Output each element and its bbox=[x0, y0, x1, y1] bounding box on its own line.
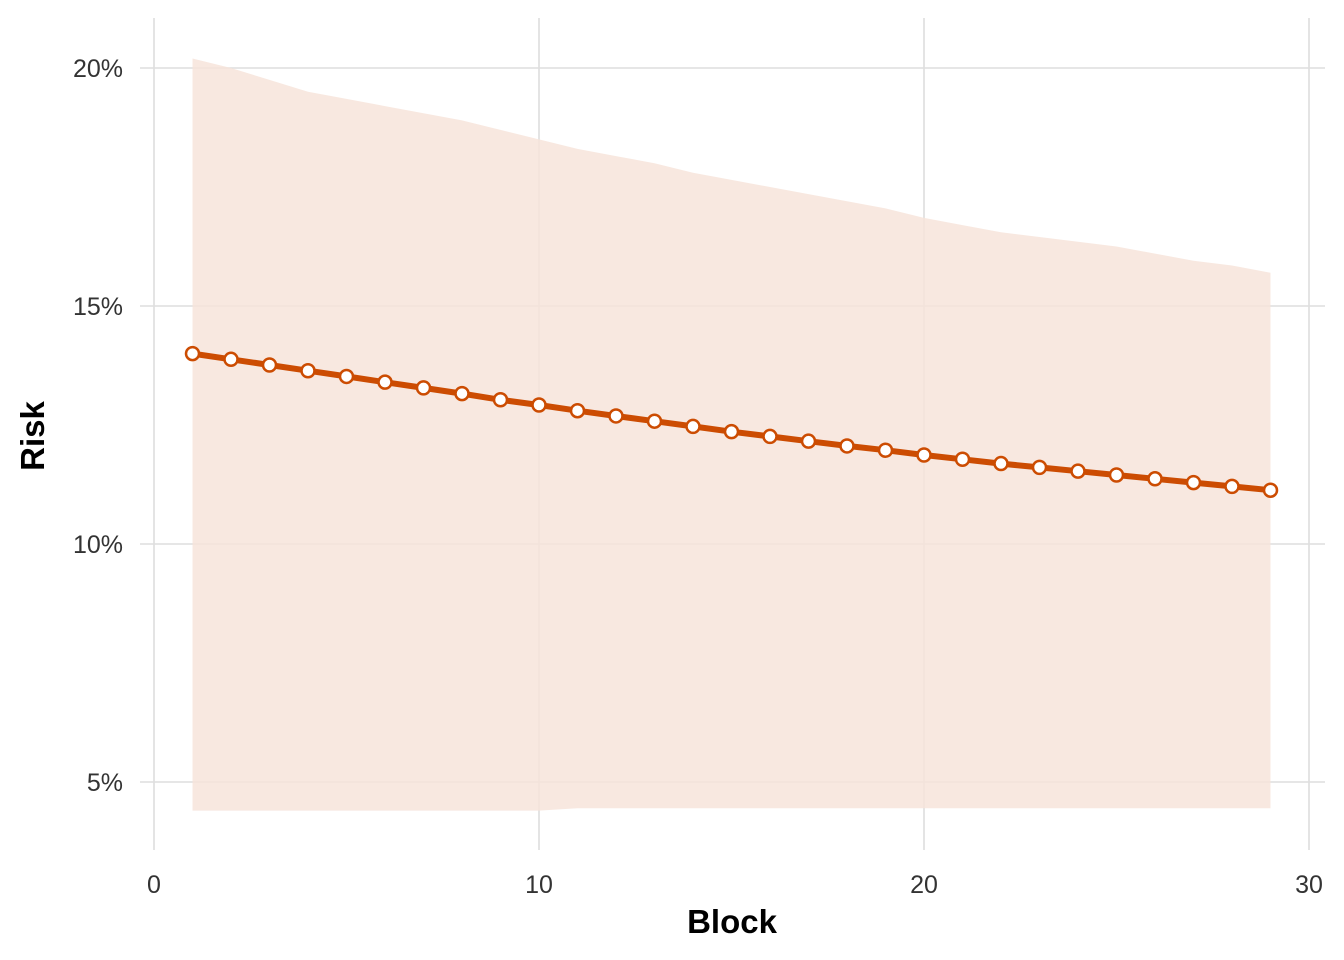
data-point bbox=[1031, 459, 1048, 476]
y-tick-label: 5% bbox=[87, 769, 123, 797]
y-tick-label: 15% bbox=[73, 293, 123, 321]
data-point bbox=[993, 455, 1009, 472]
data-point bbox=[415, 380, 432, 396]
x-tick-label: 20 bbox=[910, 871, 938, 899]
data-point bbox=[300, 362, 316, 379]
data-point bbox=[531, 397, 547, 413]
data-point bbox=[839, 438, 855, 454]
data-point bbox=[723, 423, 740, 440]
data-point bbox=[261, 357, 278, 373]
data-point bbox=[454, 385, 470, 402]
x-axis-title: Block bbox=[687, 903, 778, 940]
data-point bbox=[184, 345, 201, 362]
y-tick-label: 10% bbox=[73, 531, 123, 559]
data-point bbox=[800, 433, 817, 449]
data-point bbox=[569, 402, 586, 419]
data-point bbox=[954, 451, 971, 468]
data-point bbox=[1224, 478, 1240, 495]
x-tick-labels: 0 10 20 30 bbox=[147, 871, 1323, 899]
data-points bbox=[184, 345, 1279, 498]
data-point bbox=[1108, 467, 1125, 483]
data-point bbox=[223, 351, 239, 368]
data-point bbox=[1070, 463, 1086, 479]
data-point bbox=[762, 428, 778, 445]
data-point bbox=[377, 374, 393, 390]
data-point bbox=[877, 442, 894, 458]
x-tick-label: 30 bbox=[1295, 871, 1323, 899]
data-point bbox=[608, 408, 624, 424]
data-point bbox=[916, 447, 932, 463]
x-tick-label: 0 bbox=[147, 871, 161, 899]
data-point bbox=[646, 413, 663, 429]
data-point bbox=[1262, 482, 1279, 498]
y-axis-title: Risk bbox=[14, 401, 51, 471]
x-tick-label: 10 bbox=[525, 871, 553, 899]
data-point bbox=[685, 418, 701, 435]
y-tick-labels: 5% 10% 15% 20% bbox=[73, 55, 123, 797]
data-point bbox=[1147, 471, 1163, 487]
data-point bbox=[492, 392, 509, 408]
y-tick-label: 20% bbox=[73, 55, 123, 83]
data-point bbox=[1185, 474, 1202, 491]
data-point bbox=[338, 368, 355, 385]
